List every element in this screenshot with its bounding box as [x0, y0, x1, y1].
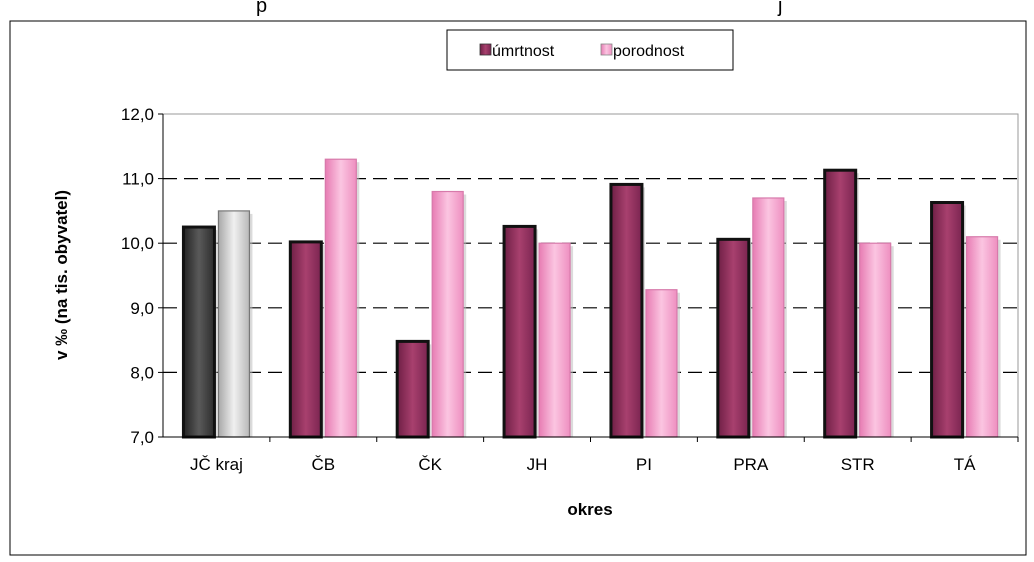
- x-axis-ticks: JČ kraj ČB ČK JH PI PRA STR TÁ: [190, 437, 1019, 474]
- legend: úmrtnost porodnost: [446, 29, 734, 71]
- bar-umrtnost: [395, 339, 430, 439]
- bar-porodnost: [538, 242, 571, 438]
- legend-label-porodnost: porodnost: [613, 43, 685, 60]
- y-axis-ticks: 7,0 8,0 9,0 10,0 11,0 12,0: [121, 105, 163, 447]
- bar-umrtnost: [716, 237, 751, 439]
- bar-umrtnost: [823, 168, 858, 439]
- header-fragment: p: [256, 0, 267, 17]
- bar-umrtnost: [930, 201, 965, 439]
- x-tick-label: TÁ: [954, 455, 976, 474]
- bar-porodnost: [965, 236, 999, 438]
- y-tick-label: 10,0: [121, 234, 154, 253]
- y-tick-label: 8,0: [130, 363, 154, 382]
- bar-umrtnost: [288, 240, 323, 439]
- legend-box: [446, 29, 734, 71]
- y-tick-label: 7,0: [130, 428, 154, 447]
- legend-label-umrtnost: úmrtnost: [492, 43, 555, 60]
- bar-porodnost: [859, 242, 892, 438]
- legend-swatch-porodnost: [600, 43, 613, 56]
- x-tick-label: PRA: [733, 455, 769, 474]
- x-tick-label: ČK: [418, 455, 442, 474]
- bar-umrtnost: [609, 182, 644, 439]
- bar-porodnost: [324, 158, 357, 438]
- y-tick-label: 9,0: [130, 299, 154, 318]
- bar-porodnost: [217, 210, 251, 438]
- bar-porodnost: [431, 190, 464, 438]
- x-tick-label: JH: [527, 455, 548, 474]
- x-tick-label: ČB: [312, 455, 336, 474]
- y-tick-label: 11,0: [122, 170, 154, 189]
- y-tick-label: 12,0: [121, 105, 154, 124]
- bar-porodnost: [645, 289, 678, 438]
- grid-lines: [163, 178, 1018, 373]
- y-axis-label: v ‰ (na tis. obyvatel): [52, 190, 71, 360]
- legend-swatch-umrtnost: [479, 43, 492, 56]
- x-tick-label: JČ kraj: [190, 455, 243, 474]
- bars: [181, 158, 1001, 439]
- x-axis-label: okres: [567, 500, 612, 519]
- bar-umrtnost: [181, 225, 216, 439]
- bar-umrtnost: [502, 224, 537, 439]
- x-tick-label: STR: [841, 455, 875, 474]
- x-tick-label: PI: [636, 455, 652, 474]
- header-fragment-right: j: [777, 0, 782, 17]
- bar-porodnost: [752, 197, 785, 438]
